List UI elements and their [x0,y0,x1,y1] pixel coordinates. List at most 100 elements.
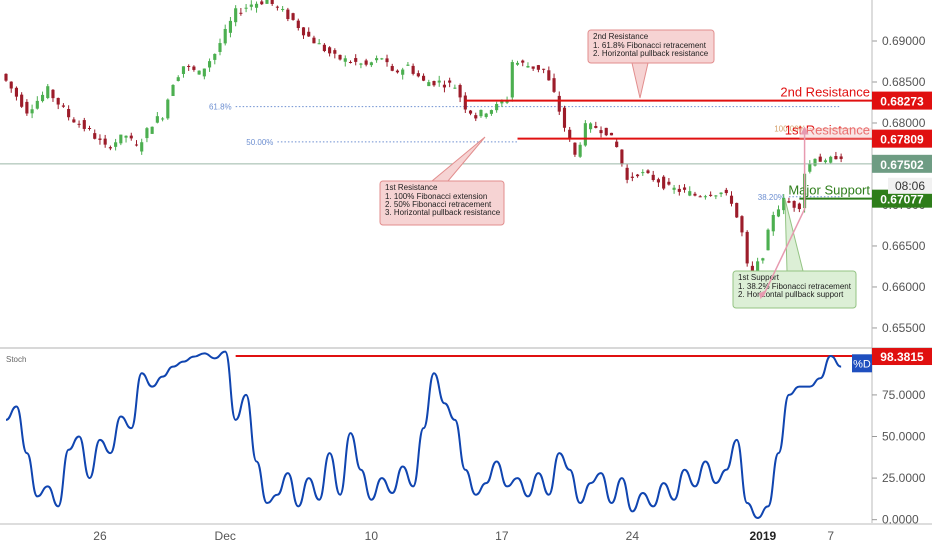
candle [604,127,608,137]
candle [30,104,34,119]
candle-body [35,100,39,109]
candle-body [82,120,86,129]
candle [260,0,264,6]
candle [249,0,253,11]
note-line: 3. Horizontal pullback resistance [385,208,501,217]
candle [124,135,128,143]
candle [307,27,311,37]
candle [651,170,655,182]
candle [719,192,723,198]
candle [93,129,97,140]
candle-body [390,66,394,71]
candle-body [515,62,520,65]
candle [197,70,201,75]
candle-body [380,58,384,60]
candle [395,69,400,74]
candle [547,66,551,81]
candle [234,5,238,27]
candle [776,205,781,218]
candle-body [463,95,467,110]
candle-body [714,195,718,197]
candle [474,112,478,122]
fib-level-label: 61.8% [209,103,232,112]
candle [202,68,206,80]
candle-body [87,127,92,129]
candle-body [150,126,154,134]
candle [134,140,139,147]
candle [82,117,86,132]
candle [453,84,457,89]
candle [150,126,154,135]
candle-body [114,142,118,147]
candle [682,184,687,193]
candle-body [641,172,645,174]
candle [594,121,598,129]
candle [688,186,692,197]
stoch-tick-label: 25.0000 [882,471,926,485]
time-tick-label: Dec [215,529,236,543]
candle-body [521,60,525,63]
candle [176,75,180,82]
candle [166,98,170,120]
candle-body [594,125,598,128]
candle [213,53,217,65]
candle [578,142,582,158]
candle-body [354,58,358,62]
candle-body [40,94,45,102]
candle [114,138,118,151]
candle-body [218,43,222,52]
level-price-text: 0.67077 [880,193,924,207]
candle [698,195,702,198]
note-box [379,180,505,226]
candle-body [771,214,775,232]
candle-body [630,176,634,178]
candle-body [124,135,128,138]
candle-body [328,47,332,54]
note-line: 2. 50% Fibonacci retracement [385,200,492,209]
candle-body [197,70,201,75]
candle-body [526,65,530,68]
candle-body [729,195,734,204]
candle [829,155,833,164]
candle-body [239,12,243,14]
candle [296,18,300,31]
price-tick-label: 0.68000 [882,116,926,130]
candle [677,184,681,196]
candle-body [307,31,311,37]
candle [228,17,233,38]
current-price-box [872,154,932,173]
candle-body [782,198,786,211]
candle-body [93,133,97,139]
candle-body [651,174,655,181]
candle [813,158,817,167]
candle-body [750,265,754,273]
candle-body [667,181,671,185]
candle-body [281,8,285,10]
candle-body [818,156,822,162]
candle-body [552,78,556,92]
candle-body [129,135,133,139]
candle [839,153,843,163]
candle [495,101,499,113]
candle-body [489,110,493,114]
time-tick-label: 26 [93,529,107,543]
candle-body [609,132,614,136]
candle [46,84,50,100]
candle-body [427,82,431,87]
candle [740,215,744,237]
candle-body [568,129,572,140]
candle-body [662,176,666,189]
countdown-box [888,177,932,194]
candle [171,84,175,97]
candle [787,197,791,204]
candle-body [406,64,410,66]
candle-body [656,179,661,183]
candle-body [557,95,561,112]
candle-body [401,69,405,75]
